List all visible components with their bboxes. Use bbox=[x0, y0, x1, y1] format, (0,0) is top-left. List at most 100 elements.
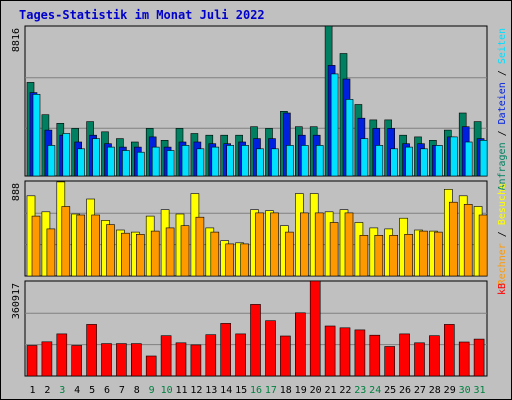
legend-item-kb: kB bbox=[497, 283, 508, 295]
bar-kb-day-1 bbox=[26, 345, 38, 377]
bar-kb-day-28 bbox=[429, 335, 440, 377]
bar-seiten-day-17 bbox=[271, 148, 279, 177]
y-axis-max-label: 360917 bbox=[11, 283, 22, 319]
bar-rechner-day-12 bbox=[195, 216, 205, 277]
bar-rechner-day-9 bbox=[150, 230, 160, 277]
bar-rechner-day-30 bbox=[463, 204, 473, 277]
bar-kb-day-2 bbox=[41, 341, 53, 377]
x-tick-label-day-6: 6 bbox=[104, 385, 110, 396]
x-tick-label-day-18: 18 bbox=[280, 385, 292, 396]
legend-kb: kB bbox=[497, 283, 508, 295]
x-tick-label-day-22: 22 bbox=[339, 385, 351, 396]
bar-seiten-day-8 bbox=[137, 151, 145, 177]
bar-rechner-day-5 bbox=[91, 214, 100, 277]
bar-rechner-day-1 bbox=[31, 215, 41, 277]
bar-rechner-day-15 bbox=[240, 243, 249, 277]
legend-separator: / bbox=[497, 124, 508, 142]
x-tick-label-day-8: 8 bbox=[134, 385, 140, 396]
bar-rechner-day-31 bbox=[478, 214, 488, 277]
x-tick-label-day-1: 1 bbox=[29, 385, 35, 396]
bar-seiten-day-2 bbox=[47, 145, 56, 177]
bar-kb-day-30 bbox=[458, 341, 470, 377]
bar-seiten-day-12 bbox=[196, 148, 205, 177]
bar-seiten-day-29 bbox=[449, 136, 458, 177]
bar-rechner-day-16 bbox=[255, 212, 264, 277]
x-tick-label-day-13: 13 bbox=[205, 385, 217, 396]
bar-kb-day-14 bbox=[220, 323, 231, 377]
bar-kb-day-9 bbox=[145, 355, 157, 377]
bar-kb-day-3 bbox=[56, 333, 68, 377]
x-tick-label-day-31: 31 bbox=[473, 385, 485, 396]
x-tick-label-day-17: 17 bbox=[265, 385, 277, 396]
x-tick-label-day-9: 9 bbox=[149, 385, 155, 396]
x-tick-label-day-26: 26 bbox=[399, 385, 411, 396]
bar-rechner-day-29 bbox=[448, 201, 458, 277]
x-tick-label-day-21: 21 bbox=[324, 385, 336, 396]
bar-kb-day-18 bbox=[280, 335, 291, 377]
bar-seiten-day-19 bbox=[300, 145, 309, 177]
bar-seiten-day-30 bbox=[464, 141, 473, 177]
bar-kb-day-15 bbox=[235, 333, 246, 377]
bar-rechner-day-25 bbox=[389, 235, 399, 277]
x-tick-label-day-11: 11 bbox=[175, 385, 187, 396]
bar-rechner-day-14 bbox=[225, 243, 234, 277]
x-tick-label-day-23: 23 bbox=[354, 385, 366, 396]
chart-title: Tages-Statistik im Monat Juli 2022 bbox=[19, 8, 265, 22]
x-tick-label-day-25: 25 bbox=[384, 385, 396, 396]
bar-kb-day-19 bbox=[294, 312, 306, 377]
bar-kb-day-23 bbox=[354, 329, 366, 377]
bar-seiten-day-22 bbox=[345, 99, 354, 177]
x-tick-label-day-12: 12 bbox=[190, 385, 202, 396]
bar-seiten-day-31 bbox=[479, 140, 488, 177]
x-tick-label-day-24: 24 bbox=[369, 385, 381, 396]
bar-seiten-day-6 bbox=[107, 146, 115, 177]
bar-seiten-day-14 bbox=[226, 145, 234, 177]
bar-rechner-day-21 bbox=[329, 222, 339, 277]
legend-separator: / bbox=[497, 64, 508, 82]
bar-rechner-day-20 bbox=[314, 212, 324, 277]
panel-requests: 8816 Anfragen / Dateien / Seiten bbox=[11, 25, 508, 191]
bar-rechner-day-10 bbox=[165, 227, 175, 277]
bar-seiten-day-1 bbox=[32, 94, 41, 177]
bar-rechner-day-17 bbox=[270, 212, 279, 277]
x-tick-label-day-27: 27 bbox=[414, 385, 426, 396]
bar-kb-day-8 bbox=[131, 343, 142, 377]
panel-visits: 888 Rechner / Besuche bbox=[11, 180, 508, 285]
bar-kb-day-5 bbox=[86, 324, 97, 377]
bar-rechner-day-11 bbox=[180, 225, 190, 277]
bar-kb-day-24 bbox=[369, 334, 381, 377]
bar-rechner-day-19 bbox=[299, 212, 309, 277]
bar-kb-day-20 bbox=[309, 280, 321, 377]
bar-kb-day-6 bbox=[101, 343, 112, 377]
bar-kb-day-13 bbox=[205, 334, 217, 377]
bar-rechner-day-6 bbox=[106, 224, 115, 277]
legend-item-rechner: Rechner bbox=[497, 243, 508, 285]
x-tick-label-day-4: 4 bbox=[74, 385, 80, 396]
bar-seiten-day-10 bbox=[166, 150, 175, 177]
bar-seiten-day-18 bbox=[286, 145, 294, 177]
bar-kb-day-16 bbox=[250, 304, 261, 377]
bar-seiten-day-15 bbox=[241, 145, 249, 177]
bar-seiten-day-21 bbox=[330, 73, 339, 177]
bar-seiten-day-27 bbox=[420, 148, 428, 177]
bar-seiten-day-16 bbox=[256, 148, 264, 177]
bar-seiten-day-9 bbox=[151, 146, 160, 177]
bar-kb-day-21 bbox=[324, 325, 336, 377]
bar-rechner-day-13 bbox=[210, 231, 220, 277]
legend-item-dateien: Dateien bbox=[497, 82, 508, 124]
bar-kb-day-27 bbox=[414, 342, 425, 377]
x-axis-labels: 1 2 3 4 5 6 7 8 9 10 11 12 13 14 15 16 17 18 19 20 21 22 23 24 2… bbox=[29, 385, 485, 396]
x-tick-label-day-15: 15 bbox=[235, 385, 247, 396]
bar-kb-day-11 bbox=[175, 342, 187, 377]
bar-rechner-day-27 bbox=[419, 230, 428, 277]
x-tick-label-day-20: 20 bbox=[310, 385, 322, 396]
bar-rechner-day-4 bbox=[76, 214, 85, 277]
legend-requests: Anfragen / Dateien / Seiten bbox=[497, 28, 508, 191]
bar-seiten-day-23 bbox=[360, 138, 369, 177]
chart-panels: 8816 Anfragen / Dateien / Seiten 888 Rechne… bbox=[11, 25, 508, 377]
bar-seiten-day-4 bbox=[77, 148, 85, 177]
bar-kb-day-12 bbox=[190, 344, 202, 377]
panel-kb: 360917 kB bbox=[11, 280, 508, 377]
x-tick-label-day-29: 29 bbox=[444, 385, 456, 396]
